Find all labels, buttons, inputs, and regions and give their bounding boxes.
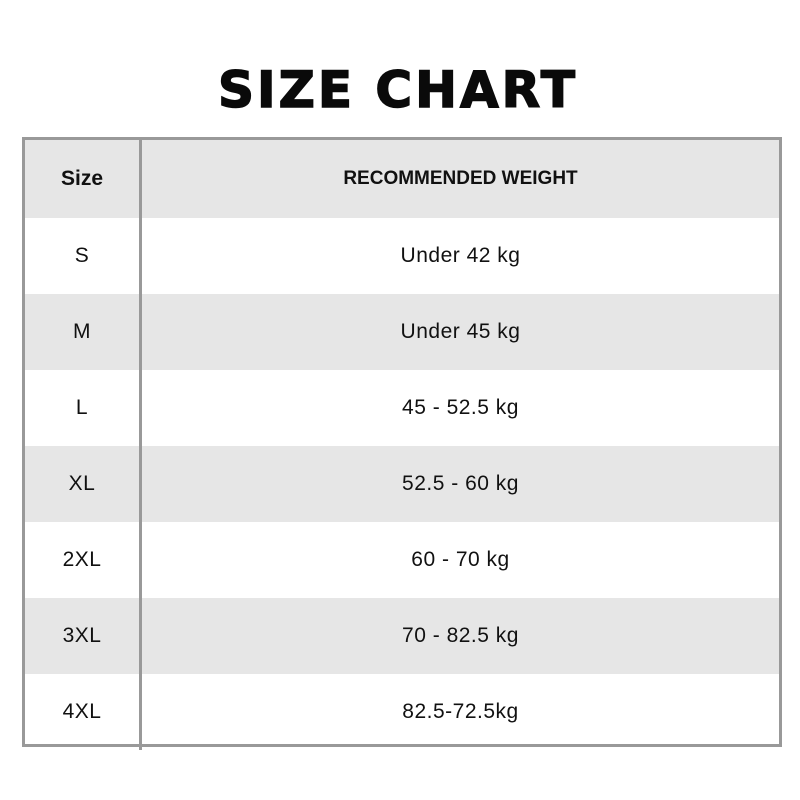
weight-cell: Under 42 kg [400, 244, 521, 267]
weight-cell: 52.5 - 60 kg [402, 472, 519, 495]
size-chart-table: Size RECOMMENDED WEIGHT S Under 42 kg M … [22, 137, 782, 750]
size-cell: S [25, 218, 142, 294]
header-weight: RECOMMENDED WEIGHT [343, 168, 578, 189]
page-title: SIZE CHART [217, 60, 579, 120]
table-row: XL 52.5 - 60 kg [25, 446, 779, 522]
table-row: 3XL 70 - 82.5 kg [25, 598, 779, 674]
weight-cell: 45 - 52.5 kg [402, 396, 519, 419]
weight-cell: 60 - 70 kg [411, 548, 510, 571]
size-cell: XL [25, 446, 142, 522]
size-cell: L [25, 370, 142, 446]
size-cell: 3XL [25, 598, 142, 674]
table-row: 2XL 60 - 70 kg [25, 522, 779, 598]
table-row: 4XL 82.5-72.5kg [25, 674, 779, 750]
table-row: L 45 - 52.5 kg [25, 370, 779, 446]
weight-cell: 82.5-72.5kg [402, 700, 519, 723]
table-row: M Under 45 kg [25, 294, 779, 370]
weight-cell: 70 - 82.5 kg [402, 624, 519, 647]
size-cell: M [25, 294, 142, 370]
table-header-row: Size RECOMMENDED WEIGHT [25, 140, 779, 218]
header-size: Size [25, 140, 142, 218]
weight-cell: Under 45 kg [400, 320, 521, 343]
size-cell: 4XL [25, 674, 142, 750]
size-cell: 2XL [25, 522, 142, 598]
table-row: S Under 42 kg [25, 218, 779, 294]
